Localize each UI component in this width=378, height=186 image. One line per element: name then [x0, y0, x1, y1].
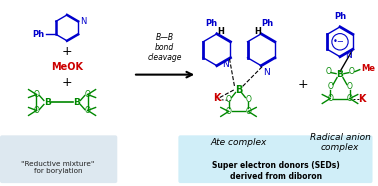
Text: O: O [245, 95, 251, 104]
Text: N: N [345, 51, 352, 60]
Text: K: K [213, 92, 221, 102]
Text: H: H [254, 27, 261, 36]
Text: K: K [358, 94, 366, 104]
Text: Ph: Ph [261, 19, 273, 28]
Text: cleavage: cleavage [147, 53, 182, 62]
Text: O: O [85, 106, 91, 115]
Text: N: N [80, 17, 87, 26]
Text: N: N [263, 68, 270, 77]
FancyBboxPatch shape [0, 135, 117, 183]
Text: •−: •− [333, 37, 345, 46]
Text: Ate complex: Ate complex [210, 138, 267, 147]
Text: O: O [245, 107, 251, 116]
FancyBboxPatch shape [178, 135, 373, 183]
Text: Radical anion
complex: Radical anion complex [310, 133, 370, 152]
Text: O: O [347, 82, 353, 91]
Text: O: O [34, 90, 39, 99]
Text: B: B [235, 85, 242, 94]
Text: H: H [217, 27, 224, 36]
Text: O: O [226, 95, 232, 104]
Text: Ph: Ph [334, 12, 346, 21]
Text: Ph: Ph [32, 30, 44, 39]
Text: O: O [325, 67, 331, 76]
Text: bond: bond [155, 43, 174, 52]
Text: O: O [226, 107, 232, 116]
Text: "Reductive mixture"
for borylation: "Reductive mixture" for borylation [22, 161, 95, 174]
Text: Ph: Ph [205, 19, 217, 28]
Text: +: + [297, 78, 308, 91]
Text: B—B: B—B [155, 33, 174, 42]
Text: O: O [327, 82, 333, 91]
Text: O: O [34, 106, 39, 115]
Text: Me: Me [362, 64, 376, 73]
Text: +: + [62, 45, 72, 58]
Text: +: + [62, 76, 72, 89]
Text: MeOK: MeOK [51, 62, 83, 72]
Text: O: O [347, 94, 353, 103]
Text: B: B [73, 98, 80, 107]
Text: O: O [327, 94, 333, 103]
Text: N: N [222, 60, 228, 69]
Text: Super electron donors (SEDs)
derived from diboron: Super electron donors (SEDs) derived fro… [212, 161, 340, 181]
Text: B: B [336, 70, 344, 79]
Text: O: O [85, 90, 91, 99]
Text: O: O [349, 67, 355, 76]
Text: B: B [44, 98, 51, 107]
